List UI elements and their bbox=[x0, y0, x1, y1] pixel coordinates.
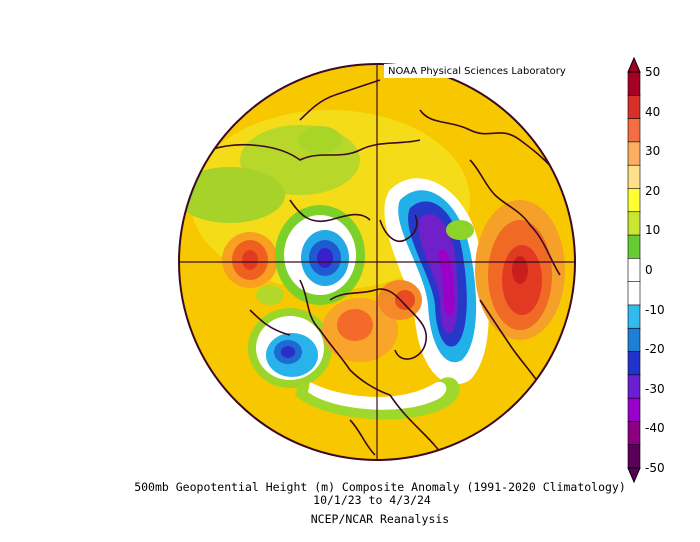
colorbar-tick-label: -30 bbox=[645, 381, 665, 396]
colorbar-segment bbox=[627, 94, 641, 120]
meridian-lines bbox=[179, 64, 575, 460]
colorbar-segment bbox=[627, 304, 641, 330]
colorbar-segment bbox=[627, 397, 641, 423]
colorbar-segment bbox=[627, 258, 641, 283]
colorbar-tick-label: 10 bbox=[645, 223, 661, 238]
colorbar-max-arrow bbox=[627, 56, 641, 73]
colorbar bbox=[627, 56, 641, 484]
colorbar-segment bbox=[627, 374, 641, 399]
colorbar-tick-label: -10 bbox=[645, 302, 665, 317]
anomaly-field bbox=[179, 64, 575, 460]
colorbar-tick-label: 40 bbox=[645, 104, 661, 119]
map-border bbox=[178, 63, 576, 461]
colorbar-segment bbox=[627, 327, 641, 353]
colorbar-tick-label: -40 bbox=[645, 421, 665, 436]
colorbar-segment bbox=[627, 351, 641, 376]
colorbar-tick-label: 0 bbox=[645, 263, 653, 277]
colorbar-segment bbox=[627, 118, 641, 143]
colorbar-segment bbox=[627, 164, 641, 190]
colorbar-tick-label: -20 bbox=[645, 342, 665, 357]
credit-label: NOAA Physical Sciences Laboratory bbox=[388, 66, 566, 77]
caption-title: 500mb Geopotential Height (m) Composite … bbox=[134, 480, 626, 494]
colorbar-tick-label: 50 bbox=[645, 65, 661, 79]
colorbar-segment bbox=[627, 141, 641, 166]
colorbar-min-arrow bbox=[627, 467, 641, 484]
caption-source: NCEP/NCAR Reanalysis bbox=[310, 512, 450, 526]
colorbar-segment bbox=[627, 281, 641, 306]
caption-dates: 10/1/23 to 4/3/24 bbox=[313, 493, 431, 507]
colorbar-tick-label: 20 bbox=[645, 183, 661, 198]
colorbar-segment bbox=[627, 234, 641, 260]
colorbar-segment bbox=[627, 444, 641, 469]
colorbar-segment bbox=[627, 421, 641, 446]
colorbar-segment bbox=[627, 211, 641, 236]
colorbar-segment bbox=[627, 71, 641, 97]
colorbar-tick-label: -50 bbox=[645, 461, 665, 475]
colorbar-tick-label: 30 bbox=[645, 144, 661, 159]
colorbar-segment bbox=[627, 188, 641, 213]
